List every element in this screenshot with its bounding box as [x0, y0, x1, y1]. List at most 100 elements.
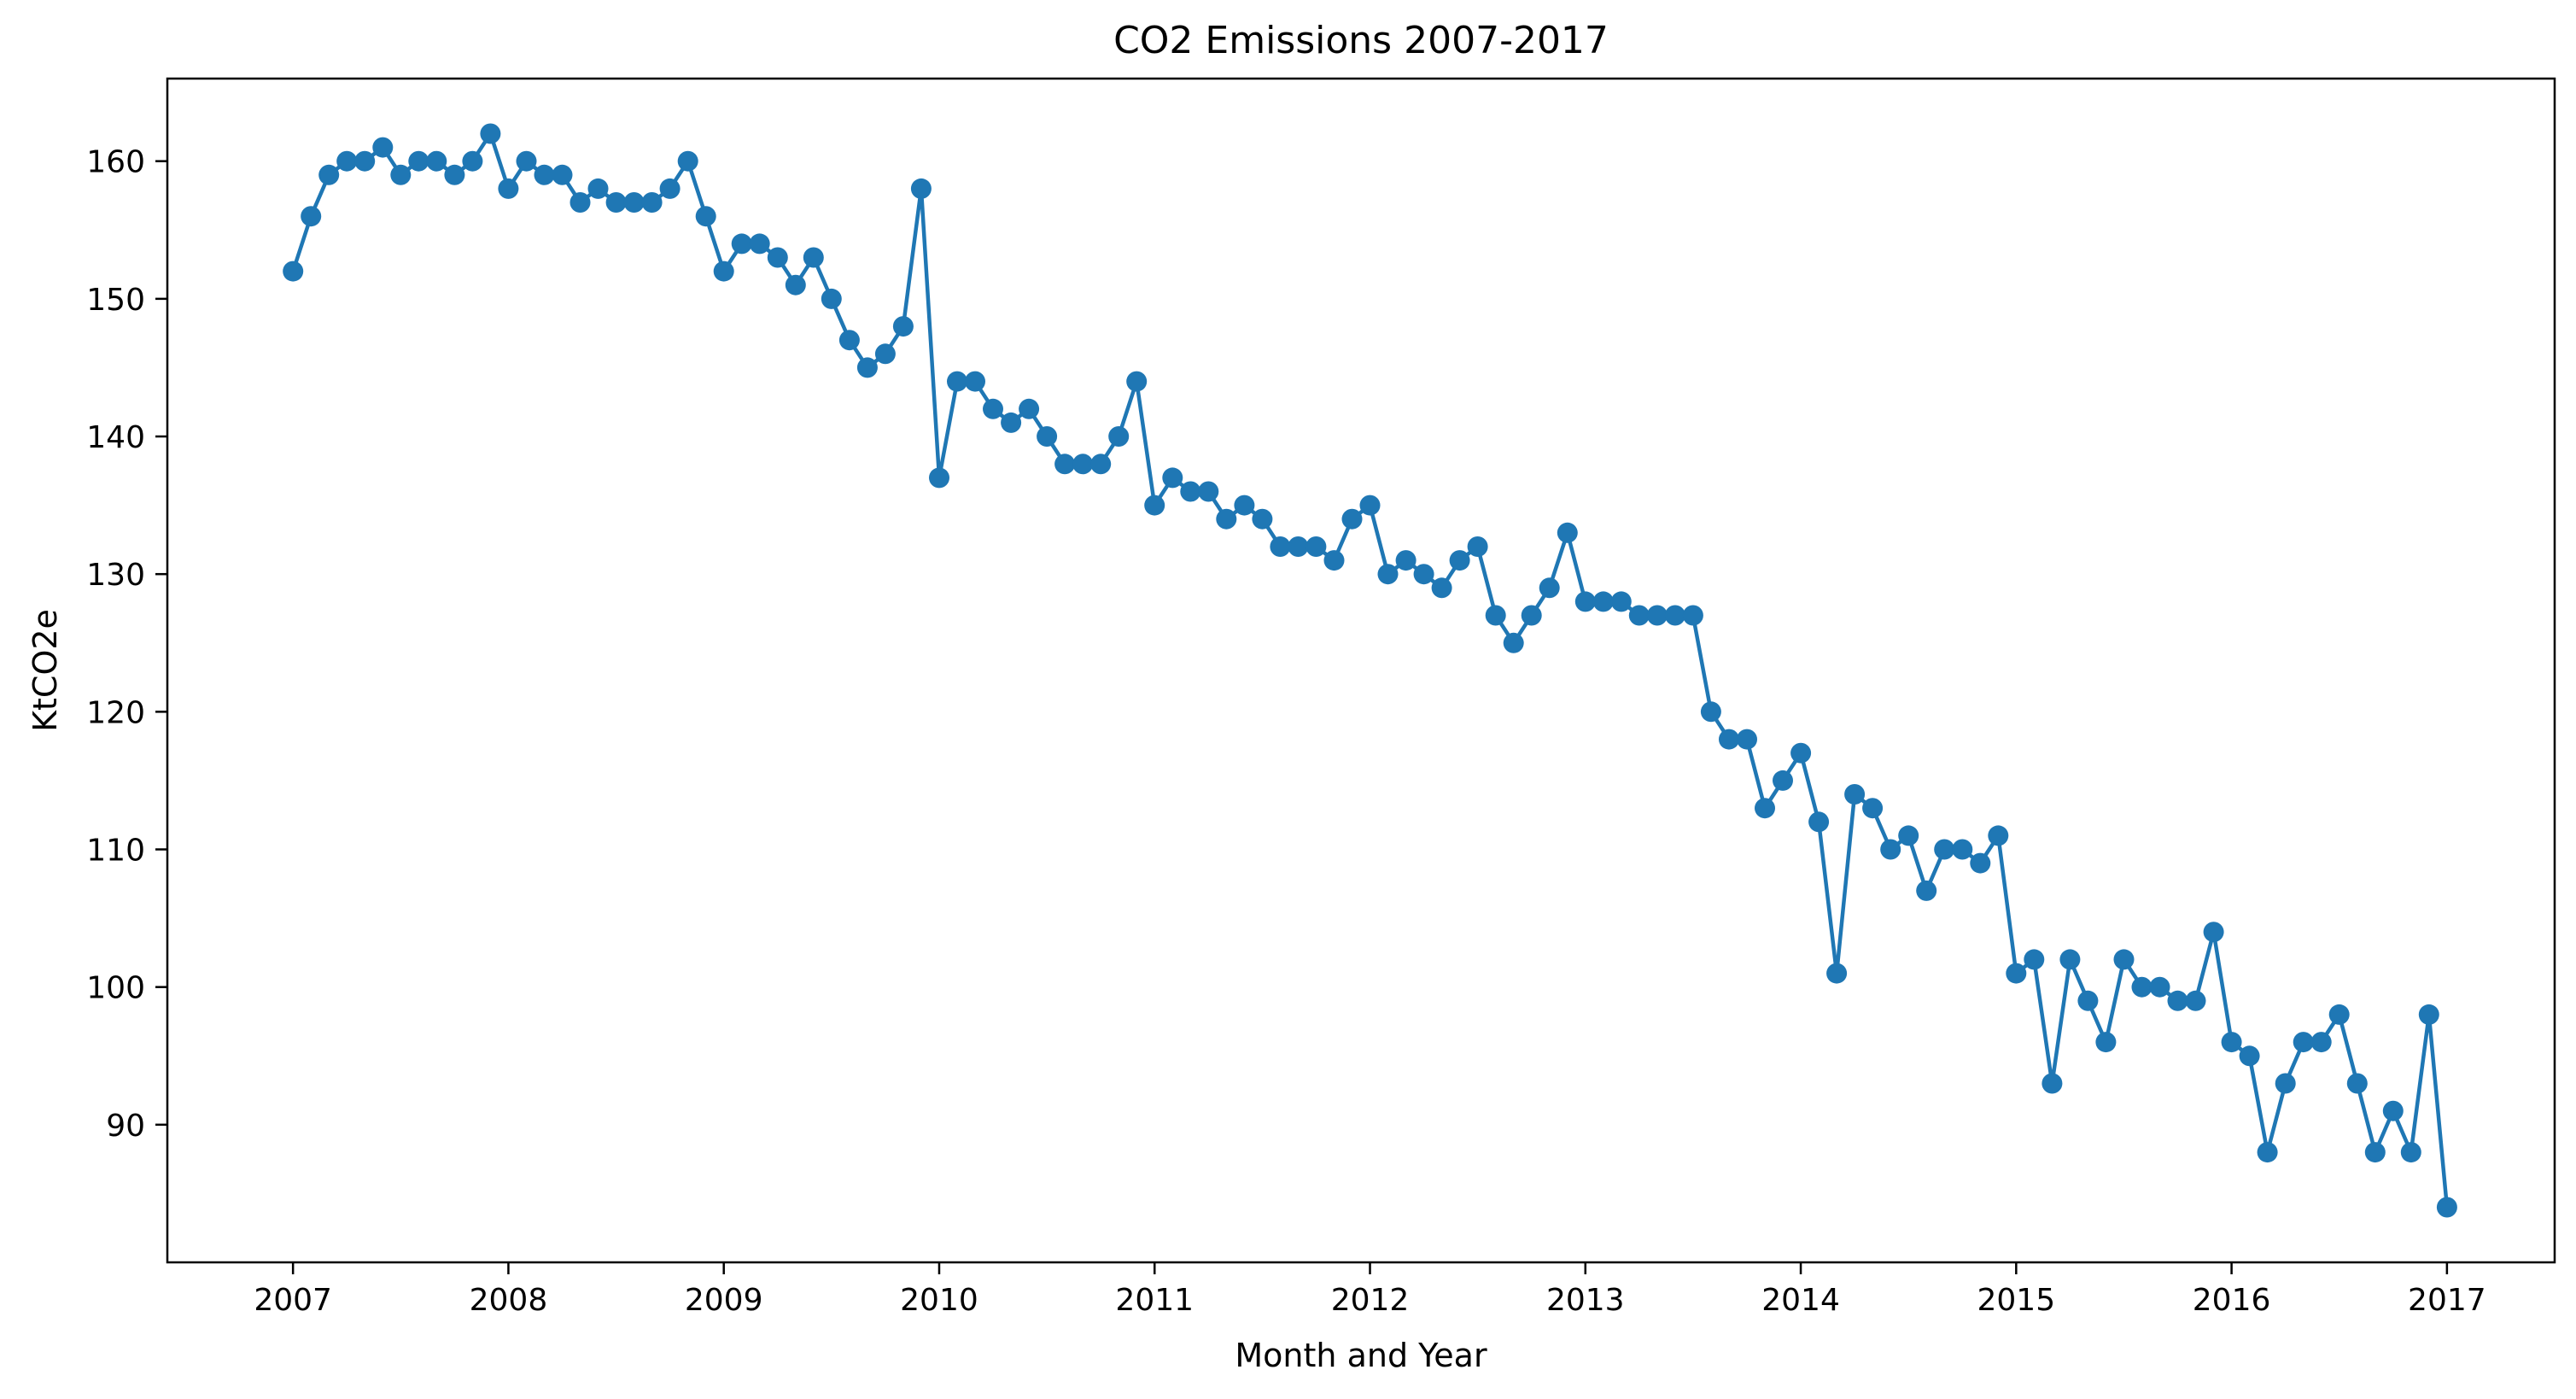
data-point — [874, 343, 896, 365]
x-tick-label: 2017 — [2408, 1283, 2486, 1318]
data-point — [1323, 550, 1345, 571]
data-point — [2310, 1032, 2332, 1053]
data-point — [1790, 742, 1812, 764]
data-point — [2077, 990, 2099, 1011]
data-point — [2239, 1045, 2260, 1067]
plot-area — [283, 123, 2457, 1218]
data-point — [354, 150, 376, 172]
data-point — [1808, 811, 1830, 833]
data-point — [1144, 495, 1165, 516]
data-point — [803, 247, 824, 268]
data-point — [677, 150, 698, 172]
y-tick-label: 100 — [86, 971, 145, 1006]
data-point — [2328, 1004, 2350, 1025]
data-point — [1844, 784, 1866, 805]
x-tick-label: 2009 — [685, 1283, 763, 1318]
data-point — [498, 178, 519, 199]
data-point — [1234, 495, 1255, 516]
data-point — [2418, 1004, 2439, 1025]
data-point — [516, 150, 537, 172]
data-point — [1306, 536, 1327, 557]
y-tick-label: 140 — [86, 420, 145, 455]
data-point — [965, 371, 985, 392]
data-point — [1037, 426, 1058, 447]
data-point — [659, 178, 681, 199]
data-point — [1610, 591, 1632, 612]
y-tick-label: 90 — [106, 1109, 145, 1144]
data-point — [1988, 825, 2009, 846]
y-axis: 90 100 110 120 130 140 150 160 — [86, 145, 167, 1144]
data-point — [1090, 454, 1112, 475]
data-point — [2221, 1032, 2242, 1053]
data-point — [444, 164, 465, 185]
data-point — [1737, 729, 1757, 750]
data-point — [1019, 398, 1040, 419]
data-point — [462, 150, 483, 172]
x-tick-label: 2007 — [254, 1283, 332, 1318]
data-point — [983, 398, 1003, 419]
data-point — [1970, 852, 1991, 874]
y-axis-label: KtCO2e — [26, 609, 64, 732]
data-point — [1162, 467, 1183, 489]
data-point — [1574, 591, 1596, 612]
data-point — [283, 260, 304, 282]
data-point — [534, 164, 555, 185]
data-point — [1288, 536, 1309, 557]
data-point — [1916, 880, 1937, 901]
data-point — [1431, 577, 1452, 599]
x-tick-label: 2010 — [900, 1283, 978, 1318]
data-point — [1682, 605, 1703, 626]
data-point — [1108, 426, 1130, 447]
data-point — [929, 467, 949, 489]
data-point — [856, 357, 878, 378]
data-point — [318, 164, 340, 185]
data-point — [2059, 949, 2081, 970]
data-point — [821, 288, 842, 309]
data-point — [2042, 1073, 2063, 1094]
data-point — [2382, 1100, 2404, 1121]
y-tick-label: 110 — [86, 834, 145, 869]
data-point — [2346, 1073, 2368, 1094]
data-point — [2293, 1032, 2314, 1053]
data-point — [749, 233, 770, 255]
data-point — [1126, 371, 1148, 392]
data-point — [641, 192, 663, 213]
data-point — [408, 150, 429, 172]
data-point — [587, 178, 609, 199]
data-point — [1700, 701, 1721, 723]
data-point — [1826, 963, 1848, 984]
x-tick-label: 2011 — [1115, 1283, 1194, 1318]
data-point — [910, 178, 932, 199]
y-tick-label: 130 — [86, 558, 145, 593]
data-point — [1485, 605, 1506, 626]
data-point — [1054, 454, 1076, 475]
data-point — [336, 150, 358, 172]
data-point — [838, 330, 860, 351]
data-point — [1628, 605, 1650, 626]
data-point — [605, 192, 627, 213]
data-point — [623, 192, 645, 213]
data-point — [480, 123, 501, 144]
data-point — [1413, 564, 1434, 585]
data-point — [1557, 522, 1578, 543]
x-axis: 2007 2008 2009 2010 2011 2012 2013 2014 2015 2016… — [254, 1262, 2486, 1318]
data-point — [1539, 577, 1560, 599]
y-tick-label: 150 — [86, 283, 145, 318]
axes-frame — [166, 77, 2556, 1264]
data-point — [785, 274, 806, 296]
data-point — [1252, 508, 1273, 530]
data-point — [947, 371, 967, 392]
data-point — [2400, 1142, 2421, 1163]
data-point — [1880, 839, 1901, 860]
data-point — [731, 233, 752, 255]
data-point — [1449, 550, 1470, 571]
x-tick-label: 2015 — [1977, 1283, 2056, 1318]
data-point — [695, 206, 716, 227]
x-tick-label: 2008 — [470, 1283, 548, 1318]
data-point — [2436, 1197, 2457, 1218]
data-point — [1755, 798, 1775, 819]
data-point — [1934, 839, 1955, 860]
data-point — [1198, 481, 1219, 502]
data-point — [892, 316, 914, 337]
